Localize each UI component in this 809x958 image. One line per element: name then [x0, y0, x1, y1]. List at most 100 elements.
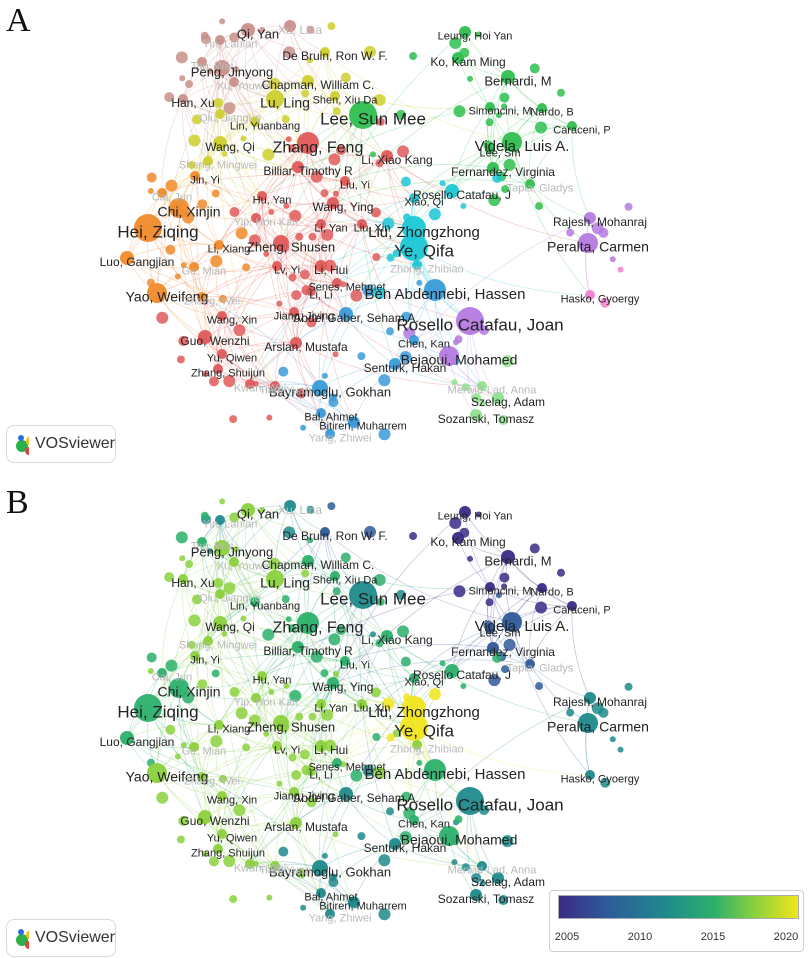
author-node[interactable]	[485, 582, 495, 592]
author-node[interactable]	[470, 889, 482, 901]
author-node[interactable]	[327, 677, 339, 689]
author-node[interactable]	[330, 91, 340, 101]
author-node[interactable]	[349, 101, 377, 129]
author-node[interactable]	[190, 171, 200, 181]
author-node[interactable]	[487, 162, 499, 174]
author-node[interactable]	[584, 212, 596, 224]
author-node[interactable]	[470, 409, 482, 421]
author-node[interactable]	[389, 838, 401, 850]
author-node[interactable]	[157, 668, 167, 678]
author-node[interactable]	[332, 758, 342, 768]
author-node[interactable]	[412, 740, 422, 750]
author-node[interactable]	[215, 109, 225, 119]
author-node[interactable]	[197, 772, 207, 782]
author-node[interactable]	[272, 261, 282, 271]
author-node[interactable]	[381, 150, 393, 162]
author-node[interactable]	[424, 759, 446, 781]
author-node[interactable]	[251, 213, 261, 223]
author-node[interactable]	[332, 278, 342, 288]
author-node[interactable]	[567, 121, 577, 131]
author-node[interactable]	[270, 381, 280, 391]
author-node[interactable]	[584, 692, 596, 704]
author-node[interactable]	[217, 791, 227, 801]
author-node[interactable]	[273, 715, 289, 731]
author-node[interactable]	[203, 156, 213, 166]
author-node[interactable]	[456, 307, 484, 335]
author-node[interactable]	[297, 612, 319, 634]
author-node[interactable]	[340, 176, 350, 186]
author-node[interactable]	[215, 515, 225, 525]
author-node[interactable]	[487, 642, 499, 654]
author-node[interactable]	[189, 742, 199, 752]
author-node[interactable]	[120, 251, 134, 265]
author-node[interactable]	[147, 283, 167, 303]
author-node[interactable]	[525, 179, 535, 189]
author-node[interactable]	[348, 417, 358, 427]
author-node[interactable]	[229, 557, 239, 567]
author-node[interactable]	[409, 673, 419, 683]
author-node[interactable]	[320, 47, 330, 57]
author-node[interactable]	[339, 307, 353, 321]
author-node[interactable]	[213, 844, 223, 854]
author-node[interactable]	[178, 94, 188, 104]
author-node[interactable]	[585, 290, 595, 300]
author-node[interactable]	[292, 161, 304, 173]
author-node[interactable]	[389, 358, 401, 370]
author-node[interactable]	[452, 532, 464, 544]
author-node[interactable]	[316, 699, 326, 709]
author-node[interactable]	[245, 859, 255, 869]
author-node[interactable]	[340, 656, 350, 666]
author-node[interactable]	[292, 641, 304, 653]
author-node[interactable]	[306, 286, 316, 296]
author-node[interactable]	[120, 731, 134, 745]
author-node[interactable]	[578, 713, 598, 733]
author-node[interactable]	[302, 555, 314, 567]
author-node[interactable]	[284, 20, 296, 32]
author-node[interactable]	[477, 861, 487, 871]
author-node[interactable]	[445, 184, 459, 198]
author-node[interactable]	[315, 740, 327, 752]
author-node[interactable]	[439, 826, 459, 846]
author-node[interactable]	[214, 240, 224, 250]
author-node[interactable]	[189, 262, 199, 272]
author-node[interactable]	[400, 713, 428, 741]
author-node[interactable]	[213, 616, 227, 630]
author-node[interactable]	[485, 144, 495, 154]
author-node[interactable]	[316, 219, 326, 229]
author-node[interactable]	[477, 381, 487, 391]
author-node[interactable]	[229, 77, 239, 87]
author-node[interactable]	[325, 909, 335, 919]
author-node[interactable]	[330, 571, 340, 581]
author-node[interactable]	[241, 23, 255, 37]
author-node[interactable]	[452, 52, 464, 64]
author-node[interactable]	[197, 537, 207, 547]
author-node[interactable]	[217, 311, 227, 321]
author-node[interactable]	[297, 132, 319, 154]
author-node[interactable]	[439, 346, 459, 366]
author-node[interactable]	[302, 75, 314, 87]
author-node[interactable]	[327, 197, 339, 209]
author-node[interactable]	[251, 693, 261, 703]
author-node[interactable]	[169, 678, 189, 698]
author-node[interactable]	[217, 829, 227, 839]
author-node[interactable]	[203, 636, 213, 646]
author-node[interactable]	[190, 651, 200, 661]
author-node[interactable]	[290, 337, 302, 349]
author-node[interactable]	[485, 624, 495, 634]
author-node[interactable]	[424, 279, 446, 301]
author-node[interactable]	[306, 766, 316, 776]
author-node[interactable]	[339, 787, 353, 801]
author-node[interactable]	[409, 815, 419, 825]
author-node[interactable]	[492, 392, 504, 404]
author-node[interactable]	[585, 770, 595, 780]
author-node[interactable]	[312, 380, 328, 396]
author-node[interactable]	[266, 90, 284, 108]
author-node[interactable]	[578, 233, 598, 253]
author-node[interactable]	[349, 581, 377, 609]
author-node[interactable]	[290, 817, 302, 829]
author-node[interactable]	[250, 597, 260, 607]
author-node[interactable]	[257, 191, 267, 201]
author-node[interactable]	[213, 136, 227, 150]
author-node[interactable]	[325, 429, 335, 439]
author-node[interactable]	[198, 810, 212, 824]
